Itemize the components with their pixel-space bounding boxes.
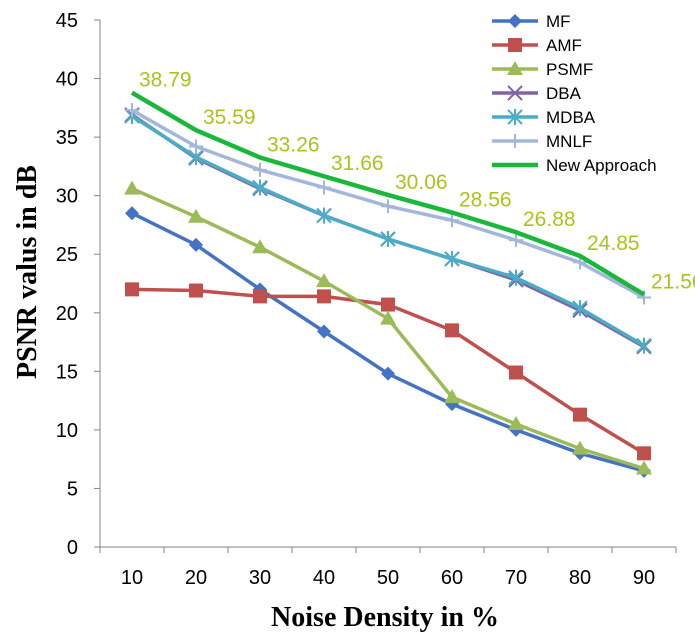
data-point-mdba xyxy=(252,179,268,196)
legend-item-mnlf: MNLF xyxy=(492,132,592,151)
data-point-psmf xyxy=(124,180,140,195)
series-amf xyxy=(125,282,651,461)
legend-swatch-marker xyxy=(507,85,523,101)
data-point-psmf xyxy=(508,416,524,431)
x-tick-label: 40 xyxy=(313,567,335,589)
series-line-new-approach xyxy=(130,90,646,297)
data-point-mdba xyxy=(572,300,588,317)
legend-label: DBA xyxy=(546,84,582,103)
data-point-amf xyxy=(125,282,139,297)
legend-label: AMF xyxy=(546,36,582,55)
series-layer xyxy=(124,90,652,478)
x-axis-title: Noise Density in % xyxy=(271,602,499,633)
y-tick-label: 40 xyxy=(56,69,78,91)
data-point-amf xyxy=(253,289,267,304)
x-tick-label: 70 xyxy=(505,567,527,589)
y-tick-label: 30 xyxy=(56,186,78,208)
data-point-mnlf xyxy=(445,213,459,228)
data-point-mf xyxy=(381,366,395,381)
data-point-mf xyxy=(317,324,331,339)
x-tick-label: 60 xyxy=(441,567,463,589)
series-new-approach xyxy=(130,90,646,297)
legend-label: New Approach xyxy=(546,156,657,175)
y-tick-label: 20 xyxy=(56,303,78,325)
legend: MF AMF PSMF DBA MDBA MNLF New Approach xyxy=(492,12,657,175)
x-tick-label: 10 xyxy=(121,567,143,589)
data-label: 33.26 xyxy=(267,133,320,156)
legend-swatch-marker xyxy=(508,14,522,28)
data-point-amf xyxy=(445,323,459,338)
data-point-mdba xyxy=(316,207,332,224)
legend-item-dba: DBA xyxy=(492,84,582,103)
legend-item-psmf: PSMF xyxy=(492,60,593,79)
legend-item-new-approach: New Approach xyxy=(492,156,657,175)
data-point-mnlf xyxy=(189,139,203,154)
y-tick-label: 25 xyxy=(56,244,78,266)
legend-label: MF xyxy=(546,12,571,31)
y-tick-label: 10 xyxy=(56,420,78,442)
data-labels: 38.79 35.59 33.26 31.66 30.06 28.56 26.88 24.85… xyxy=(139,69,695,294)
data-label: 26.88 xyxy=(523,208,576,231)
data-label: 38.79 xyxy=(139,69,192,92)
data-point-psmf xyxy=(188,208,204,223)
data-point-mf xyxy=(189,237,203,252)
data-point-mnlf xyxy=(317,180,331,195)
legend-item-mdba: MDBA xyxy=(492,108,596,127)
data-point-mf xyxy=(125,206,139,221)
data-point-amf xyxy=(189,283,203,298)
series-psmf xyxy=(124,180,652,475)
data-point-mdba xyxy=(508,269,524,286)
legend-swatch-marker xyxy=(507,109,523,125)
data-point-psmf xyxy=(252,239,268,254)
data-point-psmf xyxy=(380,310,396,325)
data-label: 30.06 xyxy=(395,171,448,194)
data-point-psmf xyxy=(316,273,332,288)
y-tick-label: 0 xyxy=(67,537,78,559)
data-point-amf xyxy=(509,365,523,380)
x-tick-label: 90 xyxy=(633,567,655,589)
y-tick-label: 5 xyxy=(67,478,78,500)
y-axis-title: PSNR valus in dB xyxy=(12,165,43,379)
data-label: 24.85 xyxy=(587,232,640,255)
data-point-mdba xyxy=(380,230,396,247)
data-label: 35.59 xyxy=(203,106,256,129)
data-point-psmf xyxy=(444,389,460,404)
data-point-mdba xyxy=(444,250,460,267)
legend-label: PSMF xyxy=(546,60,593,79)
y-tick-label: 35 xyxy=(56,127,78,149)
data-point-amf xyxy=(637,446,651,461)
data-point-amf xyxy=(573,407,587,422)
y-tick-label: 45 xyxy=(56,10,78,32)
x-tick-label: 80 xyxy=(569,567,591,589)
data-label: 28.56 xyxy=(459,189,512,212)
data-point-psmf xyxy=(572,440,588,455)
x-tick-label: 50 xyxy=(377,567,399,589)
data-point-mnlf xyxy=(253,162,267,177)
x-tick-label: 20 xyxy=(185,567,207,589)
legend-label: MNLF xyxy=(546,132,592,151)
legend-label: MDBA xyxy=(546,108,596,127)
data-point-psmf xyxy=(636,460,652,475)
data-point-amf xyxy=(381,297,395,312)
legend-swatch-marker xyxy=(507,61,523,75)
data-point-mnlf xyxy=(509,233,523,248)
legend-item-amf: AMF xyxy=(492,36,582,55)
y-tick-label: 15 xyxy=(56,361,78,383)
data-point-mdba xyxy=(636,337,652,354)
data-label: 21.56 xyxy=(651,271,695,294)
legend-swatch-marker xyxy=(508,38,522,52)
legend-item-mf: MF xyxy=(492,12,571,31)
data-point-amf xyxy=(317,289,331,304)
axes: 0 5 10 15 20 25 30 35 40 45 10 20 30 40 50 60 70 80 90 xyxy=(56,10,677,589)
data-point-mnlf xyxy=(125,103,139,118)
data-point-mnlf xyxy=(381,199,395,214)
x-tick-label: 30 xyxy=(249,567,271,589)
legend-swatch-marker xyxy=(508,134,522,148)
data-label: 31.66 xyxy=(331,152,384,175)
series-mdba xyxy=(124,108,652,354)
